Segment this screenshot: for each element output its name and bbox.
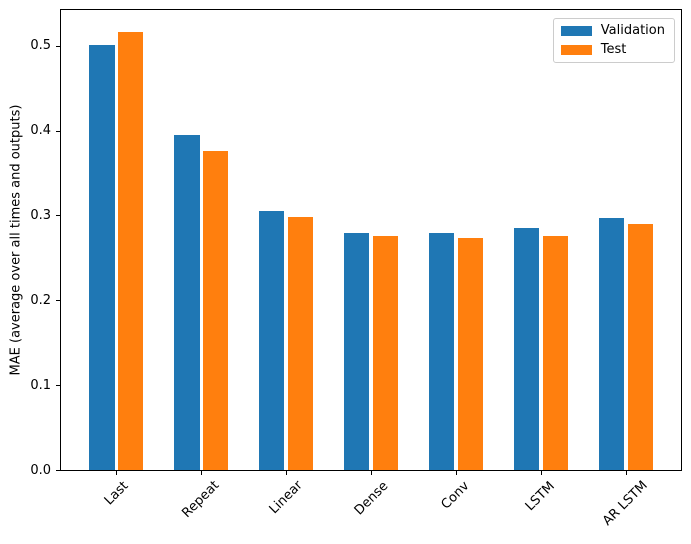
legend-swatch-test (560, 44, 592, 55)
y-tick-mark-0.2 (56, 300, 60, 302)
bar-validation-ar-lstm (598, 217, 625, 470)
y-tick-mark-0.3 (56, 215, 60, 217)
bar-test-last (117, 32, 144, 470)
y-tick-label-0.2: 0.2 (30, 292, 51, 308)
bar-validation-lstm (513, 228, 540, 470)
legend-label-validation: Validation (600, 23, 665, 38)
y-tick-mark-0.5 (56, 45, 60, 47)
bars-layer (61, 10, 681, 470)
y-tick-label-0.1: 0.1 (30, 377, 51, 393)
legend-label-test: Test (600, 42, 627, 57)
bar-test-repeat (202, 150, 229, 470)
y-tick-mark-0.0 (56, 470, 60, 471)
x-tick-mark-dense (371, 471, 372, 475)
x-tick-mark-conv (455, 471, 457, 475)
y-tick-mark-0.4 (56, 130, 60, 132)
x-tick-mark-lstm (540, 471, 542, 475)
bar-validation-last (89, 44, 115, 470)
bar-test-linear (287, 217, 314, 470)
x-tick-label-dense: Dense (351, 478, 391, 518)
plot-area: Validation Test (60, 9, 682, 471)
y-tick-label-0.5: 0.5 (30, 38, 51, 54)
x-tick-mark-linear (286, 471, 288, 475)
bar-validation-repeat (174, 134, 200, 470)
bar-test-ar-lstm (627, 223, 653, 470)
y-tick-mark-0.1 (56, 385, 60, 387)
bar-validation-conv (428, 233, 455, 470)
legend-item-validation: Validation (560, 23, 665, 38)
x-tick-label-last: Last (101, 478, 132, 508)
x-tick-label-conv: Conv (438, 478, 473, 513)
x-tick-mark-ar-lstm (625, 471, 627, 475)
y-axis-label: MAE (average over all times and outputs) (8, 104, 24, 376)
x-tick-label-linear: Linear (266, 478, 306, 518)
legend-swatch-validation (560, 25, 592, 36)
y-tick-label-0.4: 0.4 (30, 123, 51, 138)
y-tick-label-0.0: 0.0 (30, 462, 51, 478)
legend: Validation Test (552, 18, 675, 63)
bar-validation-dense (343, 233, 370, 470)
y-tick-label-0.3: 0.3 (30, 207, 51, 223)
x-tick-label-repeat: Repeat (179, 478, 223, 522)
x-tick-mark-last (116, 471, 118, 475)
x-tick-label-ar-lstm: AR LSTM (600, 478, 652, 530)
bar-test-conv (457, 238, 484, 470)
bar-test-dense (372, 235, 399, 470)
bar-validation-linear (258, 211, 285, 470)
legend-item-test: Test (560, 42, 665, 57)
x-tick-mark-repeat (201, 471, 203, 475)
bar-test-lstm (542, 235, 569, 470)
x-tick-label-lstm: LSTM (523, 478, 559, 514)
